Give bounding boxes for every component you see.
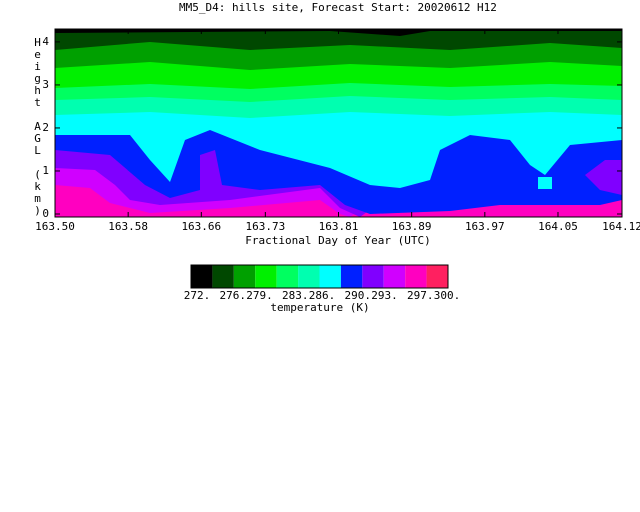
colorbar-tick-label: 283. bbox=[282, 289, 309, 302]
colorbar-frame bbox=[190, 264, 449, 289]
x-axis-label: Fractional Day of Year (UTC) bbox=[245, 234, 430, 247]
colorbar-swatch bbox=[233, 265, 256, 288]
colorbar-tick-label: 276. bbox=[219, 289, 246, 302]
colorbar-swatch bbox=[319, 265, 341, 288]
contour-band bbox=[55, 29, 622, 36]
colorbar-swatch bbox=[426, 265, 448, 288]
contour-band bbox=[55, 29, 622, 50]
y-tick-label: 4 bbox=[42, 35, 49, 48]
y-axis-label: Height AGL (km) bbox=[31, 36, 44, 216]
colorbar-swatch bbox=[191, 265, 213, 288]
colorbar-swatch bbox=[340, 265, 363, 288]
chart-title: MM5_D4: hills site, Forecast Start: 2002… bbox=[179, 1, 497, 14]
colorbar-swatch bbox=[276, 265, 299, 288]
x-tick-label: 163.73 bbox=[245, 220, 285, 233]
plot-area bbox=[54, 28, 623, 218]
colorbar-swatch bbox=[212, 265, 234, 288]
colorbar-tick-label: 293. bbox=[371, 289, 398, 302]
x-tick-label: 164.05 bbox=[538, 220, 578, 233]
x-tick-label: 163.50 bbox=[35, 220, 75, 233]
colorbar-label: temperature (K) bbox=[270, 301, 369, 314]
y-tick-label: 3 bbox=[42, 78, 49, 91]
x-tick-label: 163.81 bbox=[319, 220, 359, 233]
colorbar-tick-label: 286. bbox=[309, 289, 336, 302]
colorbar-swatch bbox=[383, 265, 406, 288]
colorbar-tick-label: 279. bbox=[246, 289, 273, 302]
x-tick-label: 163.58 bbox=[108, 220, 148, 233]
x-tick-label: 163.97 bbox=[465, 220, 505, 233]
colorbar-tick-label: 297. bbox=[407, 289, 434, 302]
y-tick-label: 0 bbox=[42, 207, 49, 220]
colorbar-tick-label: 272. bbox=[184, 289, 211, 302]
x-tick-label: 164.12 bbox=[602, 220, 640, 233]
y-tick-label: 1 bbox=[42, 164, 49, 177]
colorbar-swatch bbox=[255, 265, 277, 288]
y-tick-label: 2 bbox=[42, 121, 49, 134]
contour-band bbox=[585, 160, 622, 195]
contour-band bbox=[538, 177, 552, 189]
x-tick-label: 163.66 bbox=[181, 220, 221, 233]
colorbar-tick-label: 290. bbox=[344, 289, 371, 302]
colorbar-tick-label: 300. bbox=[434, 289, 461, 302]
x-tick-label: 163.89 bbox=[392, 220, 432, 233]
colorbar-swatch bbox=[362, 265, 384, 288]
colorbar-swatch bbox=[298, 265, 320, 288]
colorbar-swatch bbox=[405, 265, 427, 288]
